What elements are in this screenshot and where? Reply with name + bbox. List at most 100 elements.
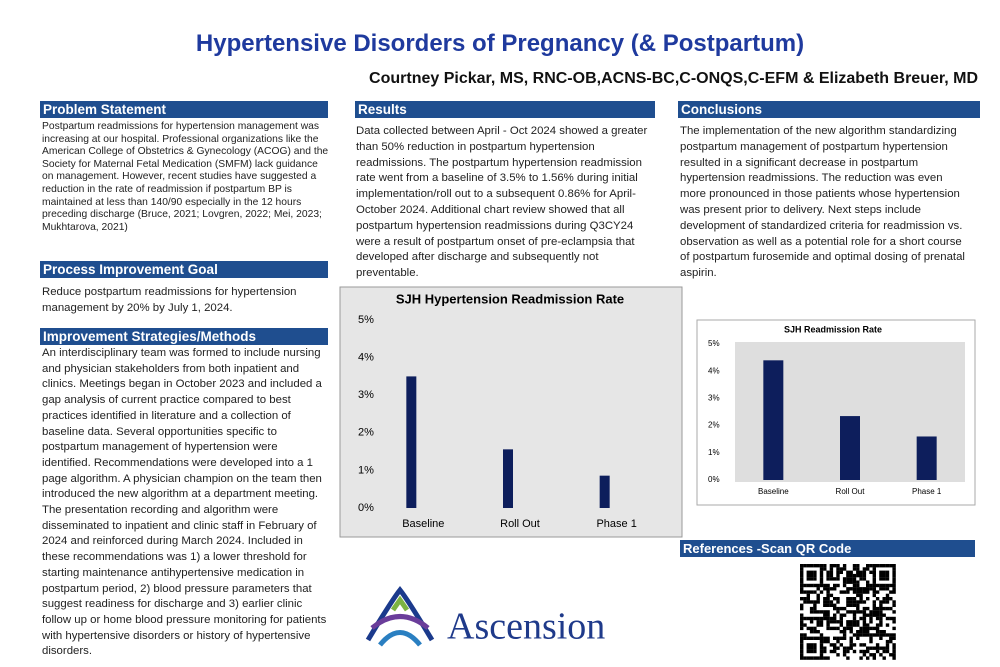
qr-module <box>816 656 820 660</box>
y-tick-label: 3% <box>708 394 720 403</box>
qr-module <box>892 603 896 607</box>
qr-module <box>882 564 886 568</box>
qr-module <box>826 620 830 624</box>
qr-module <box>800 649 804 654</box>
qr-module <box>892 600 896 604</box>
qr-module <box>813 600 817 604</box>
qr-module <box>862 643 867 647</box>
qr-module <box>806 593 810 598</box>
qr-module <box>879 653 883 657</box>
qr-module <box>846 600 850 604</box>
section-text: Postpartum readmissions for hypertension… <box>42 121 329 233</box>
qr-module <box>842 606 847 611</box>
qr-module <box>866 633 870 637</box>
qr-module <box>833 587 837 591</box>
qr-module <box>816 623 820 627</box>
qr-module <box>852 603 857 607</box>
qr-module <box>852 587 857 591</box>
qr-module <box>819 636 824 640</box>
qr-module <box>849 630 853 634</box>
qr-module <box>856 564 860 568</box>
qr-module <box>813 630 817 634</box>
y-tick-label: 2% <box>358 427 374 439</box>
qr-module <box>836 636 840 640</box>
qr-module <box>866 580 870 584</box>
qr-module <box>842 583 847 588</box>
qr-module <box>866 587 870 591</box>
qr-module <box>813 636 817 640</box>
qr-module <box>849 600 853 604</box>
qr-module <box>829 626 834 631</box>
qr-module <box>892 570 896 574</box>
qr-module <box>879 620 883 624</box>
qr-module <box>806 600 810 604</box>
qr-module <box>846 580 850 584</box>
qr-module <box>892 564 896 568</box>
qr-module <box>866 630 870 634</box>
qr-module <box>872 593 876 598</box>
qr-module <box>819 639 824 644</box>
qr-module <box>809 606 814 611</box>
qr-module <box>823 564 827 568</box>
qr-module <box>816 610 820 614</box>
qr-module <box>800 597 804 601</box>
qr-module <box>823 597 827 601</box>
qr-module <box>862 600 867 604</box>
qr-module <box>806 570 810 574</box>
qr-module <box>849 639 853 644</box>
qr-module <box>813 583 817 588</box>
qr-module <box>829 567 834 571</box>
qr-module <box>879 573 883 578</box>
y-tick-label: 1% <box>708 448 720 457</box>
qr-module <box>836 567 840 571</box>
qr-module <box>859 570 863 574</box>
qr-module <box>833 606 837 611</box>
qr-module <box>846 649 850 654</box>
qr-module <box>872 577 876 581</box>
qr-module <box>806 643 810 647</box>
qr-module <box>806 626 810 631</box>
qr-module <box>872 587 876 591</box>
qr-module <box>856 587 860 591</box>
qr-module <box>859 573 863 578</box>
qr-module <box>875 626 880 631</box>
qr-module <box>836 653 840 657</box>
qr-module <box>816 583 820 588</box>
qr-module <box>819 583 824 588</box>
qr-module <box>872 646 876 650</box>
qr-module <box>849 636 853 640</box>
qr-module <box>856 583 860 588</box>
qr-module <box>809 573 814 578</box>
qr-module <box>839 606 843 611</box>
qr-module <box>872 600 876 604</box>
qr-module <box>823 587 827 591</box>
y-tick-label: 2% <box>708 421 720 430</box>
qr-module <box>866 606 870 611</box>
qr-module <box>813 603 817 607</box>
qr-module <box>875 643 880 647</box>
y-tick-label: 1% <box>358 464 374 476</box>
qr-module <box>813 626 817 631</box>
qr-module <box>800 603 804 607</box>
qr-module <box>826 587 830 591</box>
qr-module <box>836 646 840 650</box>
qr-module <box>869 620 873 624</box>
qr-module <box>862 613 867 617</box>
qr-module <box>842 636 847 640</box>
qr-module <box>892 620 896 624</box>
section-text: Data collected between April - Oct 2024 … <box>356 125 648 280</box>
qr-module <box>800 564 804 568</box>
qr-module <box>879 583 883 588</box>
x-tick-label: Roll Out <box>500 518 540 530</box>
qr-module <box>885 597 890 601</box>
y-tick-label: 3% <box>358 389 374 401</box>
qr-module <box>809 630 814 634</box>
qr-module <box>816 593 820 598</box>
qr-module <box>869 633 873 637</box>
qr-module <box>846 587 850 591</box>
qr-module <box>869 653 873 657</box>
qr-module <box>836 620 840 624</box>
qr-module <box>872 603 876 607</box>
qr-module <box>826 577 830 581</box>
qr-module <box>892 616 896 621</box>
